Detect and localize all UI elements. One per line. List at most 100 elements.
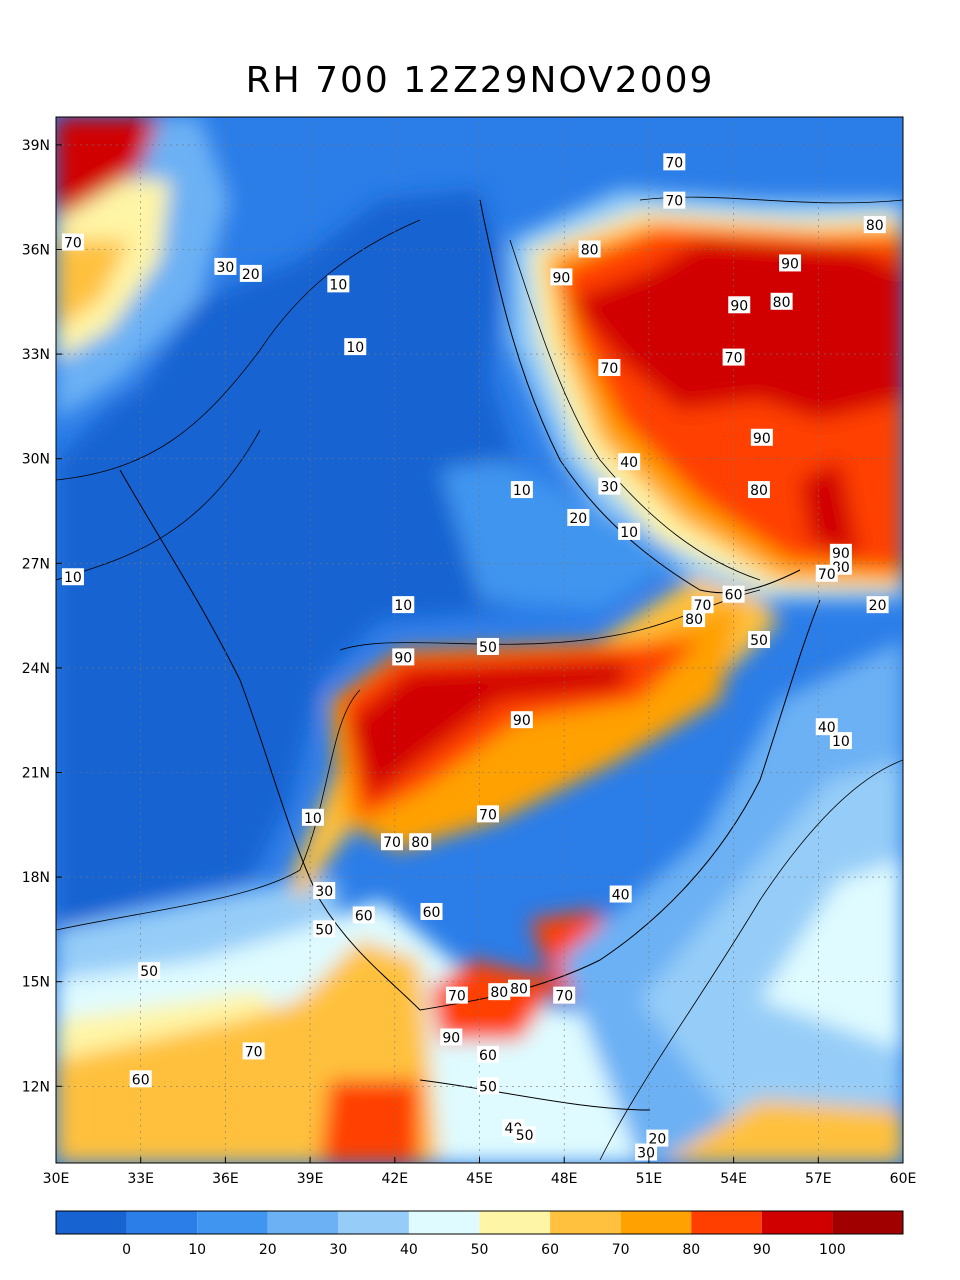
contour-label: 10 bbox=[327, 275, 350, 293]
contour-label-box bbox=[513, 1126, 536, 1144]
contour-label-box bbox=[301, 808, 324, 826]
contour-label-text: 10 bbox=[620, 525, 638, 541]
contour-label-text: 50 bbox=[479, 640, 497, 656]
y-tick-label: 27N bbox=[22, 556, 50, 572]
contour-label: 80 bbox=[488, 983, 511, 1001]
contour-label: 90 bbox=[510, 711, 533, 729]
y-tick-label: 33N bbox=[22, 347, 50, 363]
colorbar-swatch bbox=[338, 1211, 409, 1234]
contour-label: 10 bbox=[392, 596, 415, 614]
contour-label-box bbox=[352, 906, 375, 924]
contour-label-text: 40 bbox=[620, 455, 638, 471]
contour-label-box bbox=[728, 296, 751, 314]
contour-label: 30 bbox=[214, 257, 237, 276]
contour-label-box bbox=[815, 718, 838, 736]
colorbar-label: 0 bbox=[122, 1242, 131, 1258]
rh-zone-nw-red bbox=[56, 117, 160, 220]
contour-label: 70 bbox=[476, 805, 499, 823]
contour-label: 20 bbox=[239, 264, 262, 283]
contour-label: 30 bbox=[313, 882, 336, 900]
contour-label: 20 bbox=[646, 1129, 669, 1148]
contour-label-text: 50 bbox=[479, 1079, 497, 1095]
colorbar-swatch bbox=[126, 1211, 198, 1234]
contour-label: 60 bbox=[129, 1070, 152, 1088]
contour-label-box bbox=[61, 233, 84, 251]
y-tick-label: 18N bbox=[22, 870, 50, 886]
contour-label-box bbox=[663, 191, 686, 209]
x-tick-label: 33E bbox=[127, 1171, 154, 1187]
grid-lines bbox=[56, 117, 903, 1163]
contour-label-text: 80 bbox=[581, 242, 599, 258]
contour-label: 50 bbox=[476, 1077, 499, 1095]
contour-label-box bbox=[567, 508, 590, 526]
colorbar-label: 50 bbox=[471, 1242, 489, 1258]
contour-label: 50 bbox=[476, 637, 499, 656]
contour-label: 70 bbox=[380, 833, 403, 851]
contour-label-box bbox=[815, 564, 838, 582]
contour-label: 50 bbox=[513, 1126, 536, 1144]
contour-label: 50 bbox=[138, 962, 161, 980]
colorbar: 0 10 20 30 40 50 60 70 80 90 100 bbox=[55, 1210, 904, 1258]
contour-label: 20 bbox=[567, 508, 590, 527]
contour-label-text: 90 bbox=[513, 713, 531, 729]
contour-line-d bbox=[509, 239, 761, 581]
contour-label-box bbox=[683, 610, 706, 628]
contour-label-text: 80 bbox=[773, 295, 791, 311]
contour-label-text: 20 bbox=[869, 598, 887, 614]
colorbar-swatch bbox=[620, 1211, 692, 1234]
x-tick-label: 39E bbox=[297, 1171, 324, 1187]
colorbar-swatch bbox=[550, 1211, 621, 1234]
contour-label-box bbox=[770, 292, 793, 310]
contour-label-box bbox=[476, 637, 499, 655]
contour-label-box bbox=[488, 983, 511, 1001]
contour-label-text: 10 bbox=[832, 734, 850, 750]
contour-label-box bbox=[598, 359, 621, 377]
contour-label-box bbox=[691, 596, 714, 614]
contour-label-box bbox=[138, 962, 161, 980]
contour-label-text: 60 bbox=[423, 905, 441, 921]
contour-label-box bbox=[748, 631, 771, 648]
contour-label: 70 bbox=[553, 986, 576, 1005]
rh-zone-arabian-sea-lightblue bbox=[640, 760, 903, 1130]
contour-label: 10 bbox=[61, 568, 84, 586]
colorbar-label: 70 bbox=[612, 1242, 630, 1258]
contour-label-text: 90 bbox=[552, 270, 570, 286]
contour-label-box bbox=[313, 882, 336, 900]
x-tick-label: 48E bbox=[551, 1171, 578, 1187]
contour-label-box bbox=[380, 833, 403, 851]
contour-label-box bbox=[61, 568, 84, 586]
contour-label-text: 10 bbox=[346, 340, 364, 356]
contour-label-text: 20 bbox=[242, 267, 260, 283]
contour-label-box bbox=[508, 979, 531, 997]
contour-label-text: 70 bbox=[725, 351, 743, 367]
y-axis-ticks: 12N 15N 18N 21N 24N 27N 30N 33N 36N 39N bbox=[22, 138, 62, 1095]
contour-label-text: 30 bbox=[315, 884, 333, 900]
contour-label-box bbox=[476, 1045, 499, 1063]
contour-label: 10 bbox=[344, 338, 367, 356]
contour-label-text: 20 bbox=[569, 511, 587, 527]
contour-label: 90 bbox=[550, 268, 573, 286]
contour-label-box bbox=[748, 481, 771, 499]
contour-label-text: 50 bbox=[140, 964, 158, 980]
contour-label-text: 10 bbox=[394, 598, 412, 614]
contour-label-box bbox=[242, 1042, 265, 1060]
x-tick-label: 36E bbox=[212, 1171, 239, 1187]
contour-label: 40 bbox=[609, 885, 632, 904]
contour-label-box bbox=[722, 585, 745, 603]
rh-zone-arabia-dry bbox=[56, 340, 600, 860]
contour-label-box bbox=[829, 732, 852, 750]
colorbar-swatch bbox=[267, 1211, 339, 1234]
contour-label-text: 70 bbox=[665, 194, 683, 210]
contour-label-text: 70 bbox=[479, 807, 497, 823]
contour-label-text: 80 bbox=[685, 612, 703, 628]
rh-zone-gulf-blue bbox=[440, 460, 680, 610]
contour-label-text: 30 bbox=[600, 480, 618, 496]
contour-label: 70 bbox=[242, 1042, 265, 1060]
chart-title: RH 700 12Z29NOV2009 bbox=[245, 60, 715, 101]
x-tick-label: 30E bbox=[43, 1171, 70, 1187]
y-tick-label: 36N bbox=[22, 242, 50, 258]
contour-label: 50 bbox=[748, 631, 771, 649]
colorbar-swatch bbox=[408, 1211, 480, 1234]
contour-label-box bbox=[618, 522, 641, 540]
contour-label-text: 80 bbox=[866, 218, 884, 234]
